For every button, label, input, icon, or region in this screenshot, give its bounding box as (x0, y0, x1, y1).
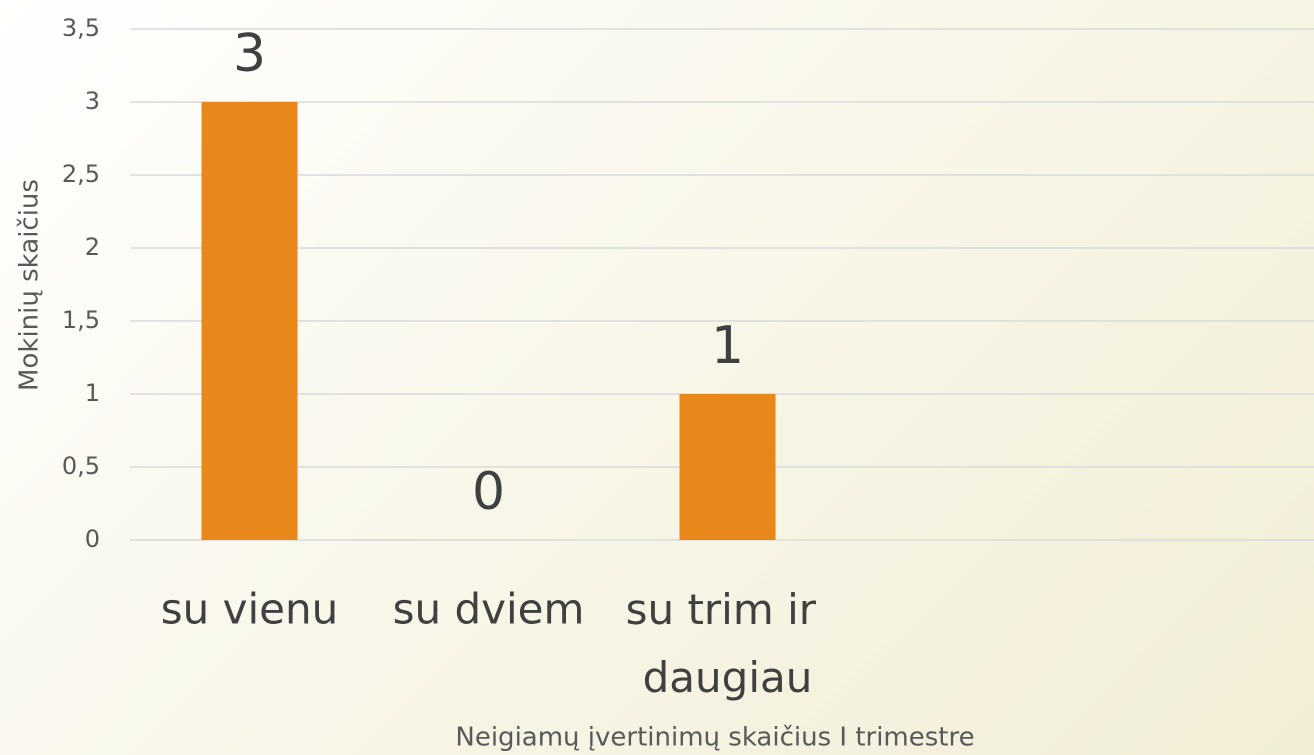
data-label: 3 (233, 24, 266, 84)
y-tick-label: 2 (85, 233, 100, 261)
y-tick-label: 1 (85, 379, 100, 407)
x-axis-title: Neigiamų įvertinimų skaičius I trimestre (455, 723, 974, 753)
x-tick-label: su vienu (161, 585, 338, 634)
y-tick-label: 3,5 (62, 14, 100, 42)
y-tick-label: 1,5 (62, 306, 100, 334)
bar (201, 102, 298, 540)
data-label: 0 (472, 462, 505, 522)
y-tick-label: 0 (85, 525, 100, 553)
x-tick-label: su dviem (393, 585, 585, 634)
y-tick-label: 3 (85, 87, 100, 115)
y-axis-title: Mokinių skaičius (15, 179, 45, 391)
x-tick-label: su trim ir daugiau (626, 585, 830, 702)
y-tick-label: 0,5 (62, 452, 100, 480)
bar (679, 394, 776, 540)
y-tick-label: 2,5 (62, 160, 100, 188)
data-label: 1 (711, 316, 744, 376)
